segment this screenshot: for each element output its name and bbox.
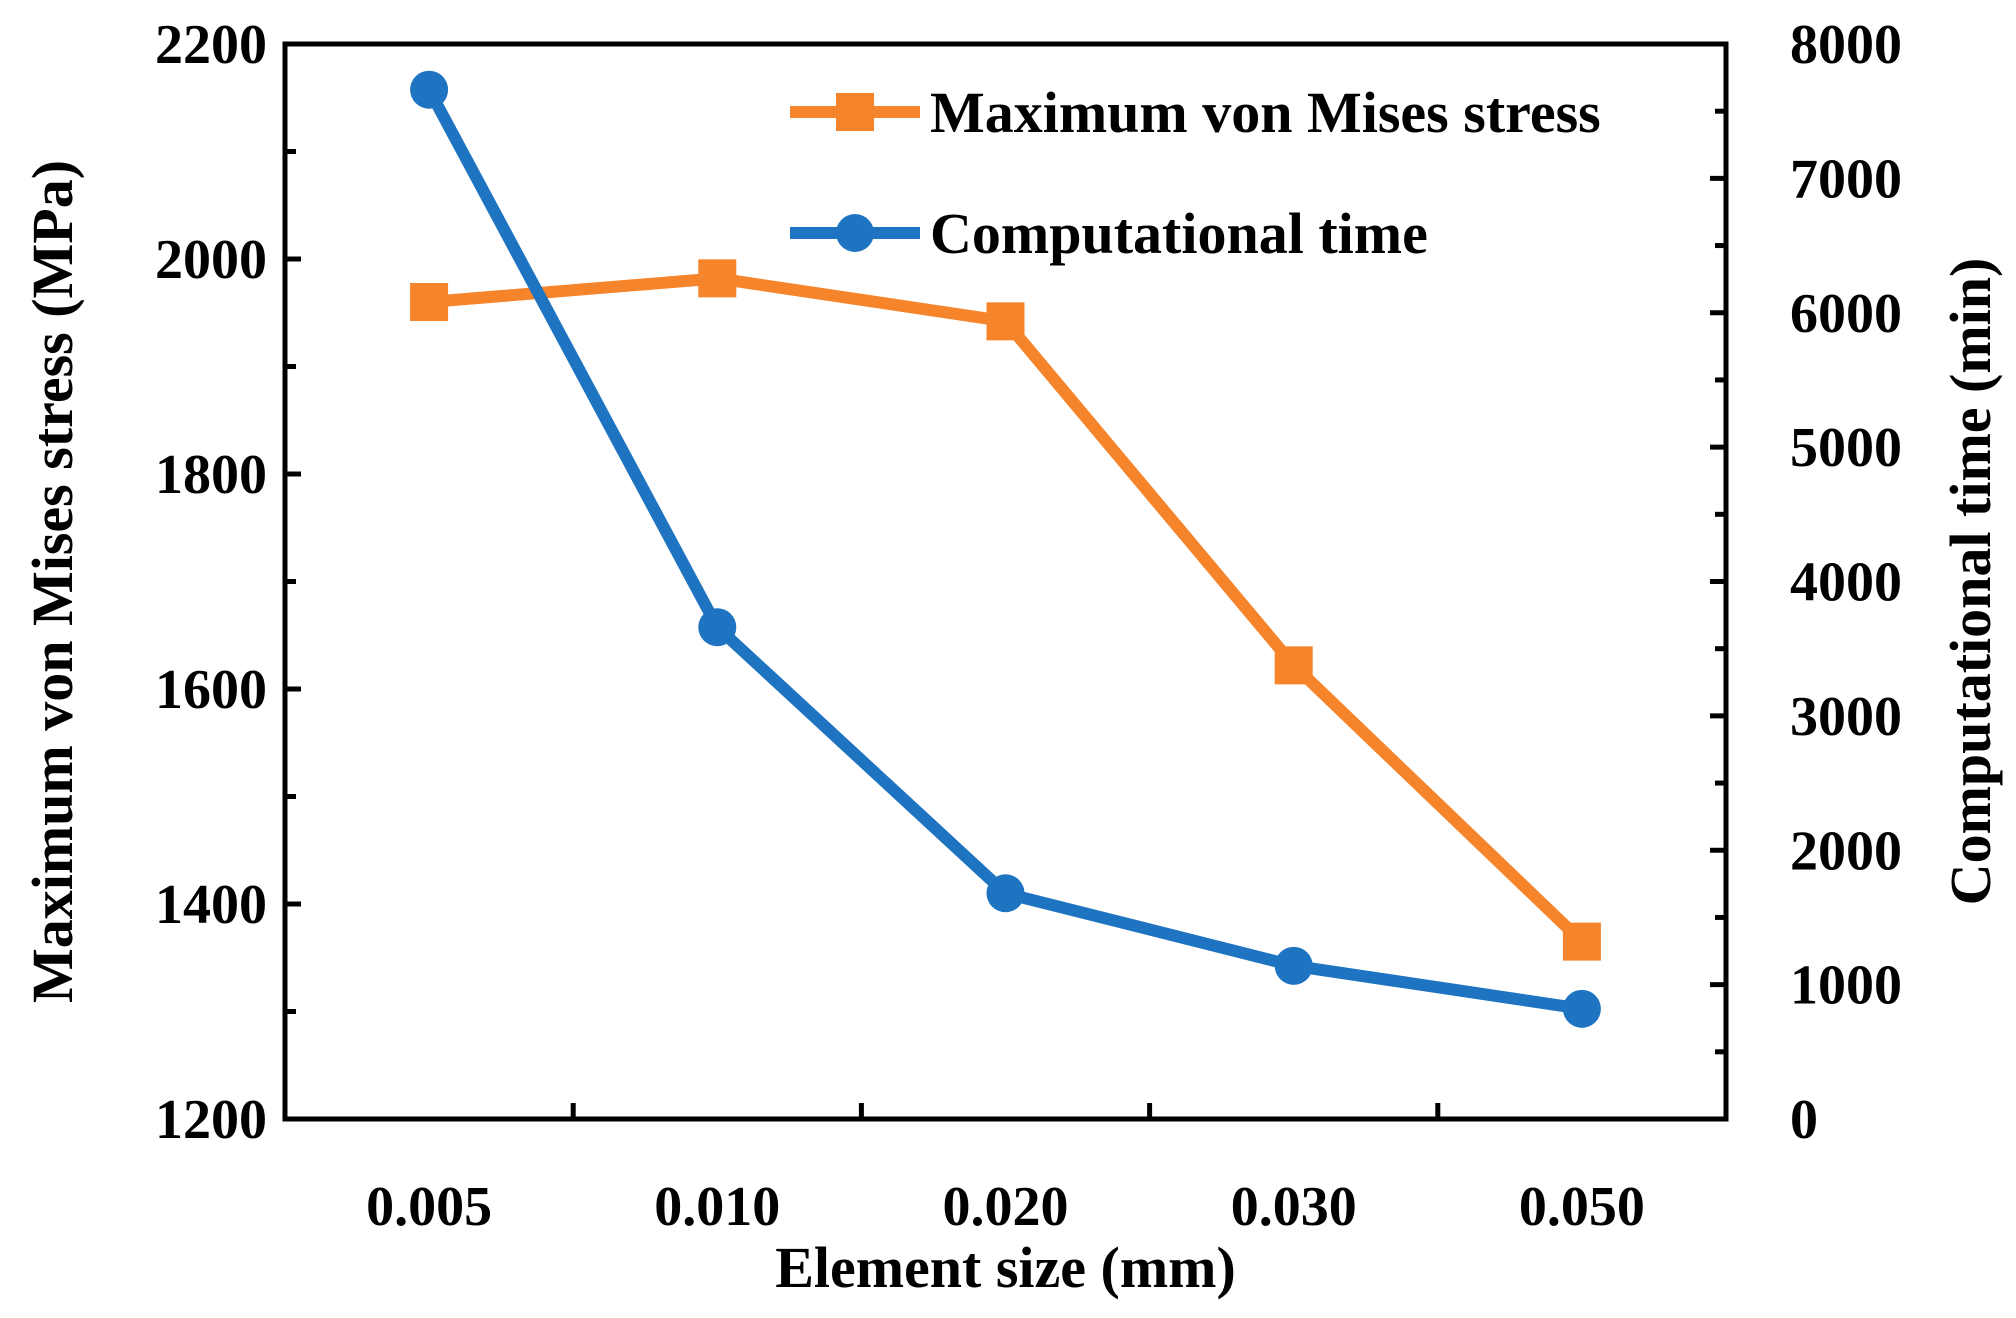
right-tick-label: 0	[1790, 1089, 1818, 1151]
right-tick-label: 8000	[1790, 14, 1902, 76]
maximum-von-mises-stress-point	[986, 302, 1025, 341]
maximum-von-mises-stress-line	[428, 272, 1587, 946]
left-tick-label: 1400	[155, 874, 267, 936]
x-tick-label: 0.030	[1231, 1176, 1357, 1238]
computational-time-point	[986, 874, 1025, 913]
maximum-von-mises-stress-point	[1274, 646, 1313, 685]
left-tick-label: 2200	[155, 14, 267, 76]
x-tick-label: 0.020	[943, 1176, 1069, 1238]
legend-maximum-von-mises-stress-marker	[836, 93, 874, 131]
left-tick-label: 2000	[155, 229, 267, 291]
right-tick-label: 5000	[1790, 417, 1902, 479]
maximum-von-mises-stress-point	[410, 283, 449, 321]
maximum-von-mises-stress-point	[1562, 922, 1601, 961]
right-tick-label: 7000	[1790, 148, 1902, 210]
computational-time-point	[410, 70, 449, 109]
axes: 1200 1400 1600 1800 2000 2200 0 1000 2000 3000 400…	[20, 14, 2003, 1300]
legend-computational-time-label: Computational time	[930, 201, 1428, 266]
x-tick-label: 0.010	[654, 1176, 780, 1238]
right-axis-title: Computational time (min)	[1938, 258, 2003, 906]
computational-time-point	[698, 608, 737, 647]
x-axis-title: Element size (mm)	[775, 1235, 1236, 1300]
series-layer	[410, 70, 1601, 1028]
x-tick-label: 0.005	[366, 1176, 492, 1238]
computational-time-point	[1274, 946, 1313, 985]
legend-computational-time-marker	[836, 214, 874, 252]
maximum-von-mises-stress-point	[698, 259, 737, 298]
left-tick-label: 1600	[155, 659, 267, 721]
computational-time-point	[1562, 989, 1601, 1028]
legend-maximum-von-mises-stress-label: Maximum von Mises stress	[930, 80, 1601, 145]
left-tick-label: 1200	[155, 1089, 267, 1151]
legend: Maximum von Mises stress Computational ti…	[790, 80, 1601, 266]
x-tick-label: 0.050	[1519, 1176, 1645, 1238]
left-tick-label: 1800	[155, 444, 267, 506]
right-tick-label: 1000	[1790, 955, 1902, 1017]
right-tick-label: 4000	[1790, 552, 1902, 614]
right-tick-label: 2000	[1790, 820, 1902, 882]
right-tick-label: 3000	[1790, 686, 1902, 748]
right-tick-label: 6000	[1790, 283, 1902, 345]
left-axis-title: Maximum von Mises stress (MPa)	[20, 160, 85, 1003]
